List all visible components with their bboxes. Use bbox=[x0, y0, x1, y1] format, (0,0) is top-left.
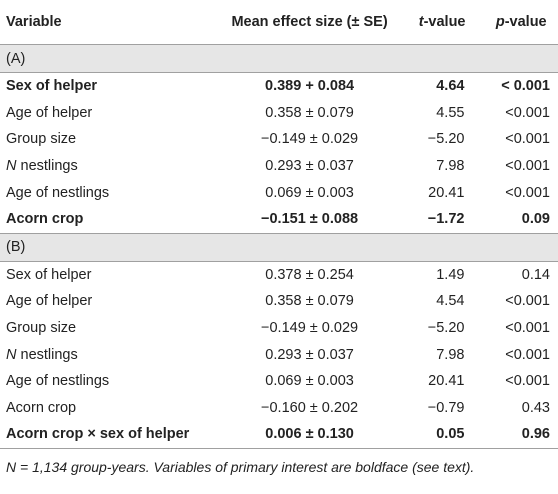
cell-mean-effect: −0.151 ± 0.088 bbox=[261, 211, 359, 228]
variable-italic-prefix: N bbox=[6, 158, 17, 175]
cell-p-value: < 0.001 bbox=[501, 78, 550, 95]
cell-p-value: <0.001 bbox=[505, 158, 550, 175]
variable-name: Acorn crop bbox=[6, 399, 77, 416]
results-table: Variable Mean effect size (± SE) t-value… bbox=[0, 0, 558, 449]
header-p-value: p-value bbox=[484, 0, 558, 45]
cell-mean-effect: 0.293 ± 0.037 bbox=[265, 346, 354, 363]
cell-p-value: 0.09 bbox=[521, 211, 550, 228]
variable-name: Sex of helper bbox=[6, 78, 98, 95]
cell-p-value: <0.001 bbox=[505, 346, 550, 363]
cell-p-value: 0.96 bbox=[484, 421, 558, 449]
variable-name: Sex of helper bbox=[6, 266, 92, 283]
cell-variable: Sex of helper bbox=[0, 73, 219, 100]
cell-p-value: 0.43 bbox=[521, 399, 550, 416]
cell-variable: N nestlings bbox=[0, 153, 219, 180]
cell-variable: Age of nestlings bbox=[0, 179, 219, 206]
cell-variable: Age of nestlings bbox=[0, 368, 219, 395]
cell-variable: Age of helper bbox=[0, 100, 219, 127]
cell-t-value: 20.41 bbox=[428, 184, 465, 201]
variable-name: nestlings bbox=[16, 346, 78, 363]
cell-mean-effect: 0.389 + 0.084 bbox=[265, 78, 355, 95]
cell-variable: Age of helper bbox=[0, 288, 219, 315]
cell-variable: N nestlings bbox=[0, 341, 219, 368]
header-t-italic: t bbox=[418, 14, 424, 30]
section-header-row: (A) bbox=[0, 44, 558, 73]
table-row: Acorn crop −0.160 ± 0.202 −0.79 0.43 bbox=[0, 395, 558, 422]
variable-italic-prefix: N bbox=[6, 346, 17, 363]
header-p-italic: p bbox=[495, 14, 505, 30]
variable-name: Age of nestlings bbox=[6, 184, 110, 201]
variable-name: Age of helper bbox=[6, 293, 93, 310]
cell-mean-effect: 0.293 ± 0.037 bbox=[265, 158, 354, 175]
table-row: Age of helper 0.358 ± 0.079 4.55 <0.001 bbox=[0, 100, 558, 127]
cell-variable: Acorn crop × sex of helper bbox=[0, 421, 220, 449]
cell-t-value: −1.72 bbox=[427, 211, 465, 228]
variable-name: Age of helper bbox=[6, 104, 93, 121]
cell-mean-effect: −0.149 ± 0.029 bbox=[261, 131, 359, 148]
cell-mean-effect: −0.160 ± 0.202 bbox=[261, 399, 359, 416]
cell-t-value: −0.79 bbox=[427, 399, 465, 416]
table-row: Acorn crop −0.151 ± 0.088 −1.72 0.09 bbox=[0, 206, 558, 233]
cell-variable: Acorn crop bbox=[0, 395, 219, 422]
cell-t-value: −5.20 bbox=[427, 320, 465, 337]
table-row: N nestlings 0.293 ± 0.037 7.98 <0.001 bbox=[0, 153, 558, 180]
cell-mean-effect: 0.069 ± 0.003 bbox=[265, 373, 354, 390]
cell-t-value: 20.41 bbox=[428, 373, 465, 390]
header-t-value: t-value bbox=[400, 0, 485, 45]
cell-t-value: 0.05 bbox=[399, 421, 485, 449]
table-footnote: N = 1,134 group-years. Variables of prim… bbox=[6, 458, 475, 475]
variable-name: Acorn crop bbox=[6, 211, 84, 228]
table-row: N nestlings 0.293 ± 0.037 7.98 <0.001 bbox=[0, 341, 558, 368]
header-t-rest: -value bbox=[423, 14, 466, 30]
section-label: (B) bbox=[0, 232, 558, 262]
section-header-row: (B) bbox=[0, 232, 558, 262]
header-p-rest: -value bbox=[504, 14, 547, 30]
cell-mean-effect: −0.149 ± 0.029 bbox=[261, 320, 359, 337]
variable-name: Group size bbox=[6, 320, 77, 337]
cell-t-value: 4.55 bbox=[436, 104, 465, 121]
table-row: Sex of helper 0.378 ± 0.254 1.49 0.14 bbox=[0, 261, 558, 288]
table-row: Sex of helper 0.389 + 0.084 4.64 < 0.001 bbox=[0, 73, 558, 100]
table-row: Age of helper 0.358 ± 0.079 4.54 <0.001 bbox=[0, 288, 558, 315]
cell-variable: Group size bbox=[0, 126, 219, 153]
table-row: Acorn crop × sex of helper 0.006 ± 0.130 0… bbox=[0, 421, 558, 449]
cell-t-value: 7.98 bbox=[436, 346, 465, 363]
table-row: Group size −0.149 ± 0.029 −5.20 <0.001 bbox=[0, 126, 558, 153]
cell-t-value: 4.54 bbox=[436, 293, 465, 310]
cell-t-value: 4.64 bbox=[436, 78, 465, 95]
header-variable: Variable bbox=[6, 14, 62, 30]
cell-p-value: <0.001 bbox=[505, 184, 550, 201]
section-label: (A) bbox=[0, 44, 558, 73]
cell-t-value: 7.98 bbox=[436, 158, 465, 175]
variable-name: Age of nestlings bbox=[6, 373, 110, 390]
cell-t-value: 1.49 bbox=[436, 266, 465, 283]
cell-p-value: 0.14 bbox=[521, 266, 550, 283]
variable-name: nestlings bbox=[16, 158, 78, 175]
variable-name: Acorn crop × sex of helper bbox=[6, 426, 190, 443]
cell-mean-effect: 0.358 ± 0.079 bbox=[265, 293, 354, 310]
cell-p-value: <0.001 bbox=[505, 293, 550, 310]
cell-mean-effect: 0.006 ± 0.130 bbox=[219, 421, 400, 449]
cell-mean-effect: 0.069 ± 0.003 bbox=[265, 184, 354, 201]
table-row: Age of nestlings 0.069 ± 0.003 20.41 <0.001 bbox=[0, 179, 558, 206]
cell-p-value: <0.001 bbox=[505, 131, 550, 148]
table-header-row: Variable Mean effect size (± SE) t-value… bbox=[0, 0, 558, 45]
table-body: (A) Sex of helper 0.389 + 0.084 4.64 < 0.001… bbox=[0, 44, 558, 449]
header-mean-effect: Mean effect size (± SE) bbox=[231, 14, 388, 30]
cell-mean-effect: 0.358 ± 0.079 bbox=[265, 104, 354, 121]
cell-variable: Acorn crop bbox=[0, 206, 219, 233]
cell-p-value: <0.001 bbox=[505, 104, 550, 121]
cell-mean-effect: 0.378 ± 0.254 bbox=[265, 266, 354, 283]
table-row: Age of nestlings 0.069 ± 0.003 20.41 <0.001 bbox=[0, 368, 558, 395]
variable-name: Group size bbox=[6, 131, 77, 148]
cell-variable: Sex of helper bbox=[0, 261, 219, 288]
cell-p-value: <0.001 bbox=[505, 320, 550, 337]
cell-variable: Group size bbox=[0, 315, 219, 342]
table-row: Group size −0.149 ± 0.029 −5.20 <0.001 bbox=[0, 315, 558, 342]
cell-t-value: −5.20 bbox=[427, 131, 465, 148]
cell-p-value: <0.001 bbox=[505, 373, 550, 390]
